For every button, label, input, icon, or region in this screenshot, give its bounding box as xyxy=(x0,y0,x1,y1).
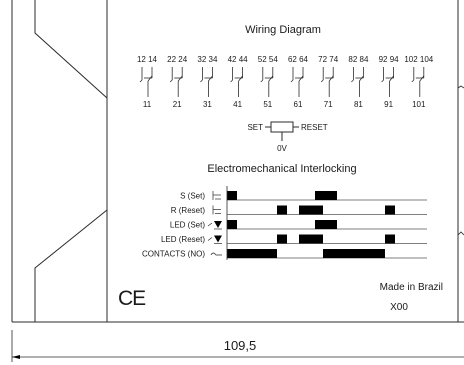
timing-row: LED (Set) xyxy=(170,220,427,230)
contact-switch-symbol xyxy=(381,67,395,97)
timing-row: R (Reset) xyxy=(171,205,427,215)
contact-10: 102 104 101 xyxy=(404,55,433,109)
timing-pulse xyxy=(227,220,237,229)
timing-row: S (Set) xyxy=(180,191,427,201)
width-dimension-value: 109,5 xyxy=(224,338,257,353)
contact-bottom-terminal: 61 xyxy=(294,100,303,109)
contact-top-terminals: 52 54 xyxy=(258,55,279,64)
contact-switch-symbol xyxy=(290,67,304,97)
contact-switch-symbol xyxy=(139,67,153,97)
timing-pulse xyxy=(385,234,395,244)
pushbutton-icon xyxy=(212,191,221,200)
contact-6: 62 64 61 xyxy=(288,55,309,109)
contact-bottom-terminal: 91 xyxy=(384,100,393,109)
contact-top-terminals: 82 84 xyxy=(348,55,369,64)
contact-bottom-terminal: 81 xyxy=(354,100,363,109)
timing-row-label: LED (Reset) xyxy=(161,235,205,244)
timing-pulse xyxy=(299,205,323,215)
contact-3: 32 34 31 xyxy=(197,55,218,109)
side-profile-left xyxy=(34,0,108,322)
timing-row: CONTACTS (NO) xyxy=(142,249,427,259)
contact-bottom-terminal: 41 xyxy=(233,100,242,109)
made-in-label: Made in Brazil xyxy=(380,282,443,293)
timing-chart: S (Set) R (Reset) LED (Set) LED (Reset) CONT… xyxy=(142,186,427,260)
contact-top-terminals: 32 34 xyxy=(197,55,218,64)
timing-pulse xyxy=(227,191,237,200)
led-icon xyxy=(207,235,222,244)
timing-pulse xyxy=(227,249,277,258)
contact-bottom-terminal: 71 xyxy=(324,100,333,109)
contact-5: 52 54 51 xyxy=(258,55,279,109)
timing-pulse xyxy=(385,205,395,215)
contact-1: 12 14 11 xyxy=(137,55,158,109)
product-code: X00 xyxy=(390,302,408,313)
coil-reset-label: RESET xyxy=(301,123,328,132)
contact-bottom-terminal: 11 xyxy=(143,100,152,109)
contact-9: 92 94 91 xyxy=(379,55,400,109)
contact-top-terminals: 22 24 xyxy=(167,55,188,64)
contact-top-terminals: 62 64 xyxy=(288,55,309,64)
pushbutton-icon xyxy=(212,205,221,215)
timing-row-label: S (Set) xyxy=(180,192,205,201)
contact-switch-symbol xyxy=(230,67,244,97)
contact-switch-symbol xyxy=(411,67,425,97)
housing-outline xyxy=(11,0,464,323)
contact-group: 12 14 11 22 24 21 32 34 31 42 44 41 52 54 51 62 64… xyxy=(137,55,434,109)
timing-pulse xyxy=(315,191,337,200)
timing-pulse xyxy=(323,249,385,258)
contact-switch-symbol xyxy=(260,67,274,97)
contact-bottom-terminal: 51 xyxy=(263,100,272,109)
contact-top-terminals: 72 74 xyxy=(318,55,339,64)
contact-bottom-terminal: 101 xyxy=(412,100,426,109)
contact-switch-symbol xyxy=(351,67,364,97)
timing-pulse xyxy=(315,220,337,229)
timing-row: LED (Reset) xyxy=(161,234,427,244)
side-profile-right xyxy=(457,85,464,236)
contact-bottom-terminal: 21 xyxy=(173,100,182,109)
timing-pulse xyxy=(277,234,287,244)
contact-switch-symbol xyxy=(320,67,334,97)
contact-4: 42 44 41 xyxy=(228,55,249,109)
width-dimension xyxy=(11,330,464,362)
led-icon xyxy=(207,221,222,230)
contact-icon xyxy=(210,252,222,256)
contact-top-terminals: 12 14 xyxy=(137,55,158,64)
coil-ground-label: 0V xyxy=(277,144,287,153)
contact-top-terminals: 102 104 xyxy=(404,55,433,64)
contact-top-terminals: 42 44 xyxy=(228,55,249,64)
interlocking-title: Electromechanical Interlocking xyxy=(207,163,356,175)
timing-pulse xyxy=(299,234,323,244)
timing-pulse xyxy=(277,205,287,215)
timing-row-label: LED (Set) xyxy=(170,221,205,230)
contact-8: 82 84 81 xyxy=(348,55,369,109)
contact-7: 72 74 71 xyxy=(318,55,339,109)
coil-set-label: SET xyxy=(247,123,263,132)
ce-mark: CE xyxy=(118,287,146,310)
timing-row-label: R (Reset) xyxy=(171,206,206,215)
contact-switch-symbol xyxy=(169,67,183,97)
contact-switch-symbol xyxy=(200,67,213,97)
timing-row-label: CONTACTS (NO) xyxy=(142,250,205,259)
wiring-diagram-title: Wiring Diagram xyxy=(245,24,321,36)
contact-2: 22 24 21 xyxy=(167,55,188,109)
coil-symbol xyxy=(265,121,299,141)
contact-bottom-terminal: 31 xyxy=(203,100,212,109)
contact-top-terminals: 92 94 xyxy=(379,55,400,64)
